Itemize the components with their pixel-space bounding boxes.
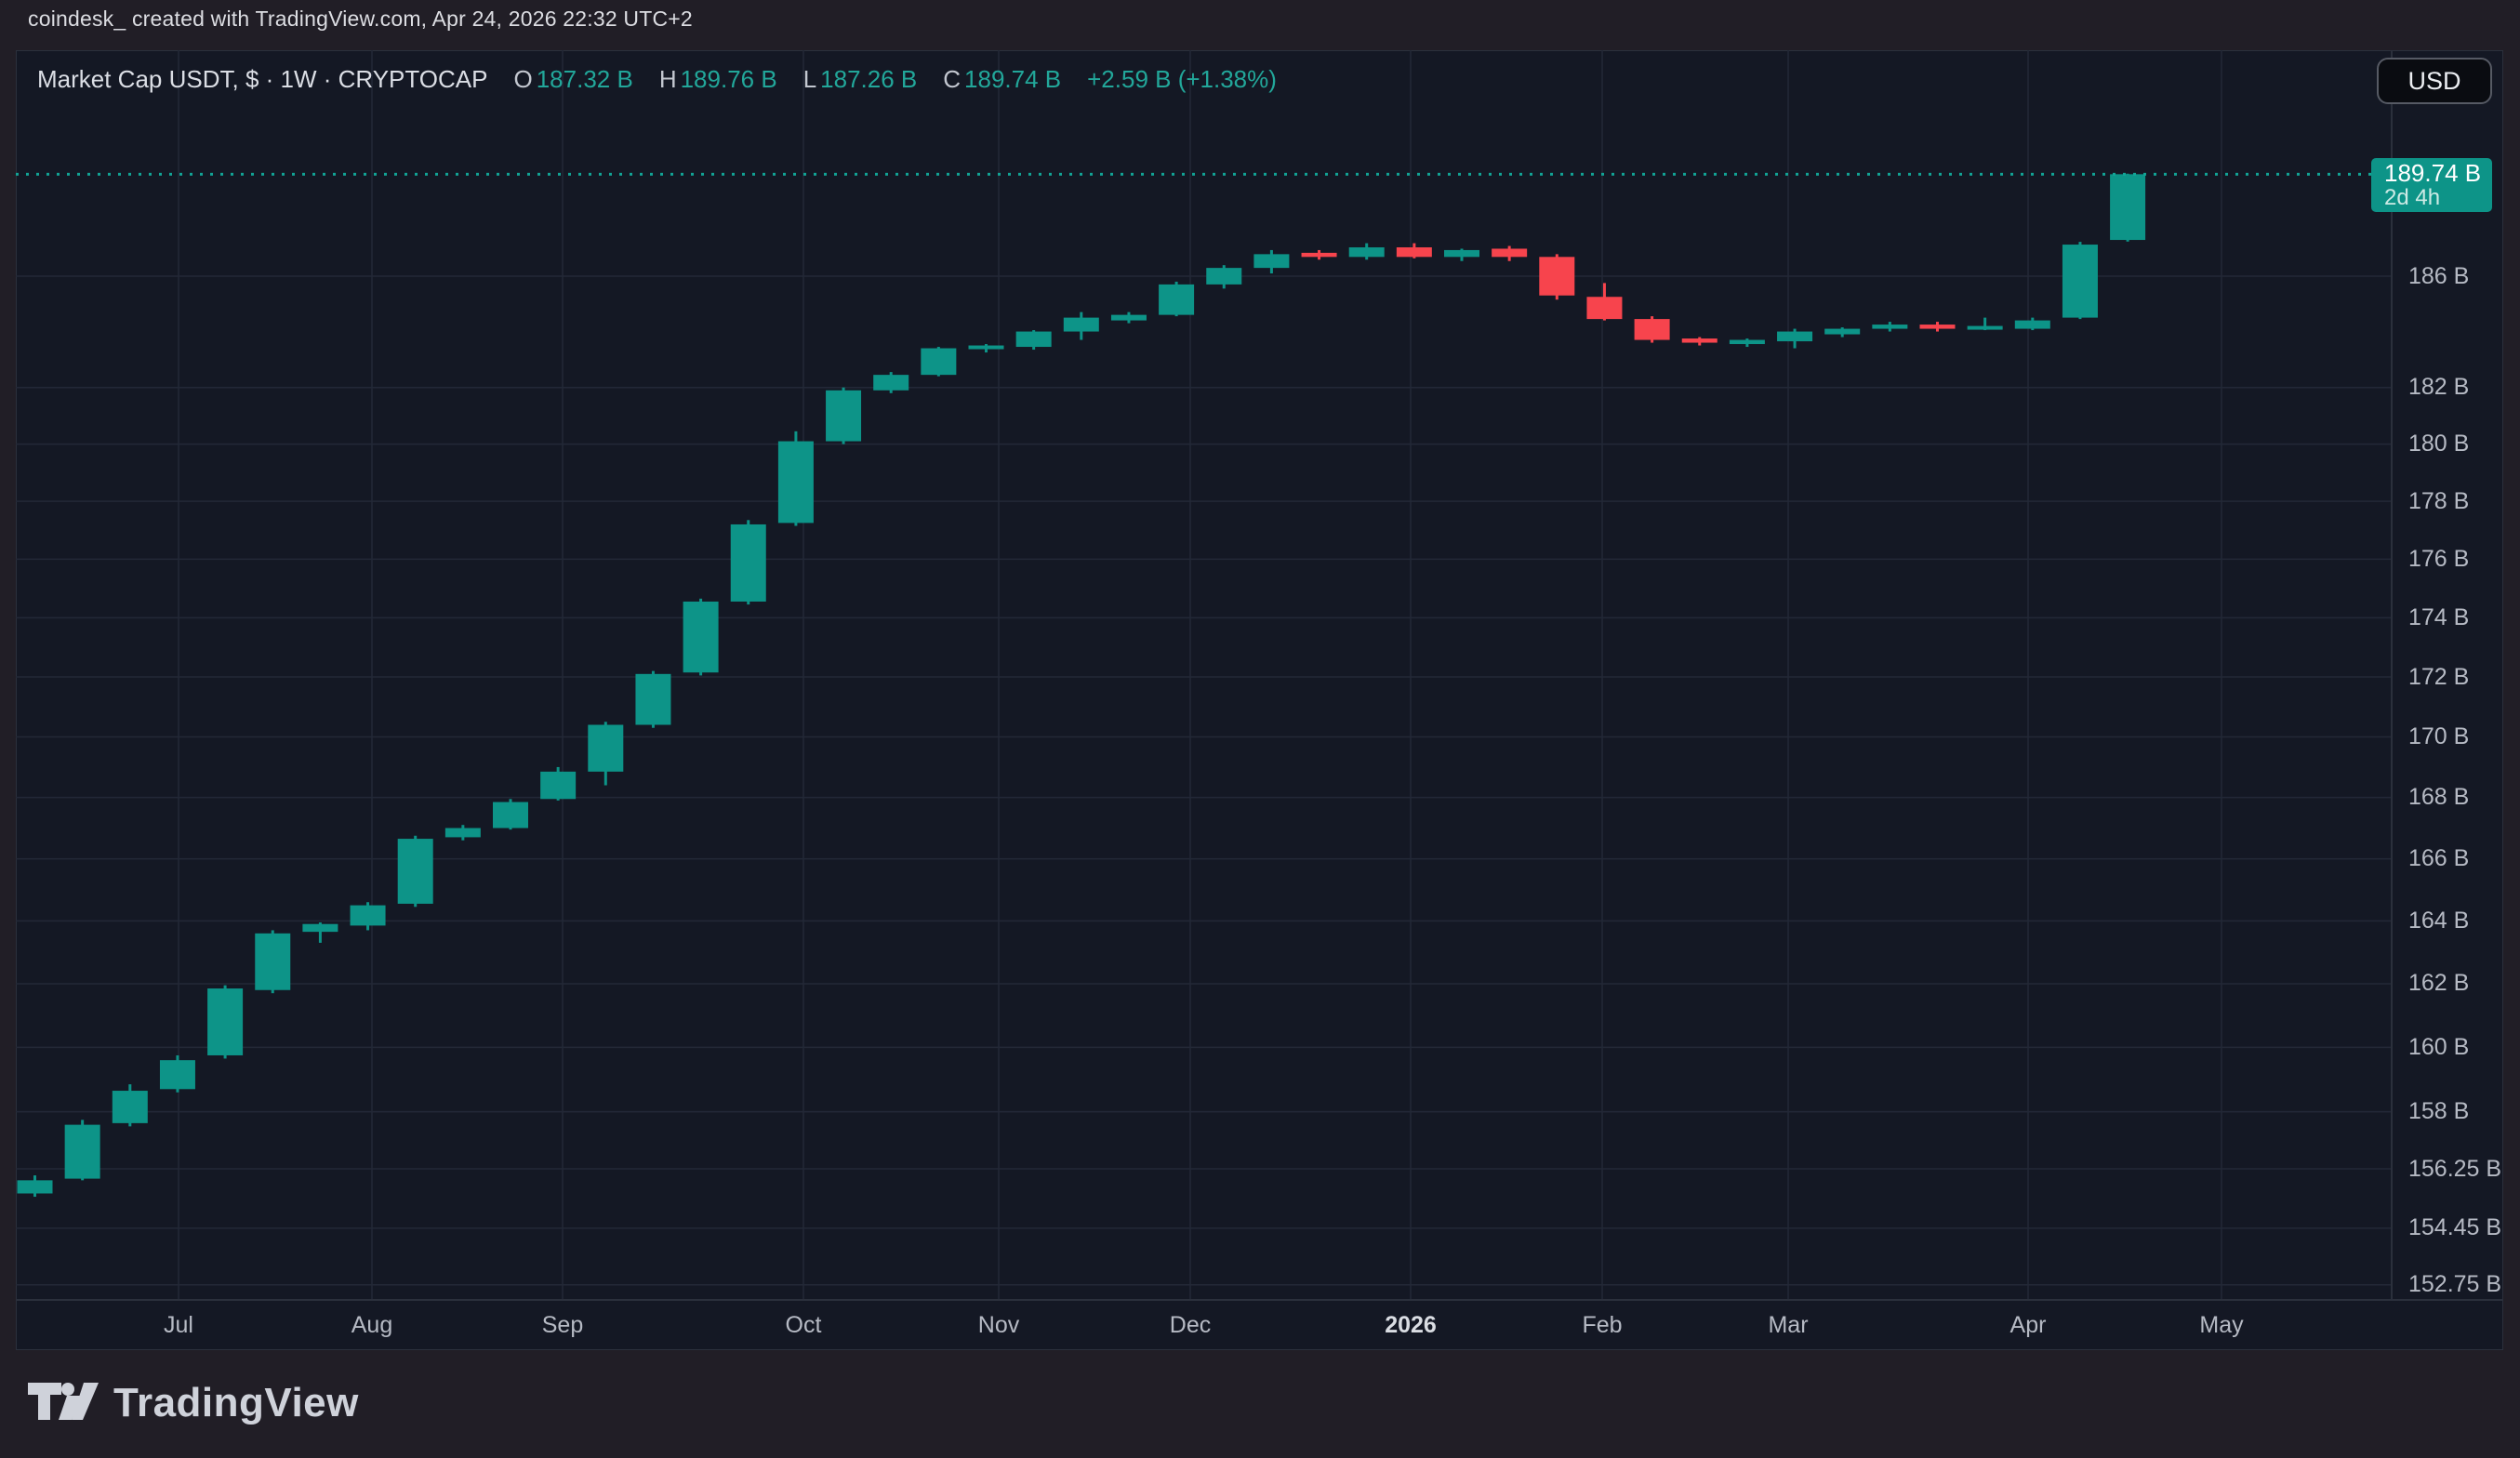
tradingview-logo[interactable]: TradingView [28, 1380, 359, 1426]
candle-body[interactable] [1777, 331, 1813, 342]
y-axis-label: 158 B [2408, 1098, 2470, 1125]
candle-body[interactable] [1729, 339, 1765, 345]
candle-body[interactable] [1586, 297, 1623, 320]
candle-body[interactable] [1444, 249, 1479, 258]
candle-body[interactable] [730, 524, 766, 602]
candle-body[interactable] [1206, 268, 1242, 285]
x-axis-label: 2026 [1385, 1311, 1437, 1338]
tradingview-logo-text: TradingView [113, 1380, 359, 1425]
x-axis-label: Dec [1169, 1311, 1212, 1338]
x-axis-label: Sep [541, 1311, 584, 1338]
last-price-label: 189.74 B 2d 4h [2371, 158, 2492, 213]
candle-body[interactable] [397, 839, 433, 904]
symbol-title: Market Cap USDT, $ · 1W · CRYPTOCAP [37, 65, 488, 93]
candle-wick[interactable] [318, 922, 322, 943]
x-axis-label: Nov [977, 1311, 1020, 1338]
x-axis-label: Mar [1768, 1311, 1809, 1338]
candle-body[interactable] [1919, 325, 1956, 329]
candle-body[interactable] [1824, 328, 1861, 335]
change-value: +2.59 B (+1.38%) [1087, 65, 1277, 93]
candle-body[interactable] [921, 348, 957, 376]
y-axis-label: 182 B [2408, 374, 2470, 401]
symbol-legend: Market Cap USDT, $ · 1W · CRYPTOCAP O 187… [37, 65, 1277, 94]
candle-body[interactable] [1396, 246, 1432, 258]
candle-body[interactable] [635, 673, 671, 725]
x-axis-label: Aug [351, 1311, 393, 1338]
candle-body[interactable] [1159, 284, 1195, 315]
y-axis-label: 170 B [2408, 722, 2470, 749]
candle-body[interactable] [112, 1091, 148, 1123]
candle-body[interactable] [777, 441, 814, 524]
candle-body[interactable] [1110, 314, 1147, 321]
ohlc-low: L 187.26 B [802, 65, 918, 93]
y-axis-label: 180 B [2408, 431, 2470, 457]
candle-body[interactable] [1301, 252, 1337, 258]
candle-body[interactable] [1681, 338, 1718, 343]
y-axis-label: 160 B [2408, 1033, 2470, 1060]
candle-body[interactable] [588, 724, 624, 772]
candle-body[interactable] [159, 1060, 195, 1090]
candle-body[interactable] [255, 933, 291, 990]
y-axis-label: 154.45 B [2408, 1214, 2502, 1241]
candle-body[interactable] [1967, 325, 2003, 330]
candle-body[interactable] [1348, 246, 1385, 258]
candle-body[interactable] [1253, 254, 1290, 269]
y-axis-label: 174 B [2408, 603, 2470, 630]
candle-body[interactable] [1015, 331, 1052, 348]
y-axis-label: 172 B [2408, 663, 2470, 690]
candle-body[interactable] [207, 988, 244, 1055]
last-price-value: 189.74 B [2384, 159, 2482, 188]
candle-body[interactable] [1634, 319, 1670, 340]
candle-body[interactable] [683, 601, 719, 673]
candle-body[interactable] [540, 771, 577, 800]
candle-body[interactable] [17, 1180, 53, 1194]
x-axis-label: Feb [1582, 1311, 1623, 1338]
candle-body[interactable] [302, 923, 338, 933]
candle-body[interactable] [873, 375, 909, 391]
ohlc-close: C 189.74 B [943, 65, 1062, 93]
candle-body[interactable] [444, 828, 481, 838]
currency-toggle-button[interactable]: USD [2377, 58, 2492, 104]
chart-panel [16, 50, 2503, 1350]
candle-body[interactable] [1872, 325, 1908, 329]
ohlc-open: O 187.32 B [513, 65, 633, 93]
x-axis-label: Apr [2009, 1311, 2047, 1338]
y-axis-label: 186 B [2408, 262, 2470, 289]
y-axis-label: 164 B [2408, 907, 2470, 934]
y-axis-label: 156.25 B [2408, 1155, 2502, 1182]
candle-body[interactable] [2014, 320, 2050, 329]
candle-body[interactable] [1492, 248, 1528, 258]
x-axis-label: Oct [785, 1311, 822, 1338]
tradingview-tv-icon [28, 1383, 99, 1420]
y-axis-label: 176 B [2408, 545, 2470, 572]
candle-body[interactable] [2110, 174, 2146, 241]
y-axis-label: 162 B [2408, 970, 2470, 997]
candle-body[interactable] [64, 1124, 100, 1179]
candle-wick[interactable] [1983, 317, 1987, 331]
candle-body[interactable] [968, 345, 1004, 350]
candle-body[interactable] [1539, 257, 1575, 296]
y-axis-label: 178 B [2408, 487, 2470, 514]
y-axis-label: 152.75 B [2408, 1271, 2502, 1298]
ohlc-high: H 189.76 B [658, 65, 777, 93]
x-axis-label: May [2199, 1311, 2244, 1338]
candle-body[interactable] [1063, 317, 1099, 332]
candle-body[interactable] [826, 390, 862, 442]
y-axis-label: 168 B [2408, 784, 2470, 811]
bar-close-countdown: 2d 4h [2384, 185, 2441, 211]
candle-body[interactable] [2062, 245, 2098, 318]
snapshot-watermark: coindesk_ created with TradingView.com, … [28, 7, 693, 31]
y-axis-label: 166 B [2408, 845, 2470, 872]
candle-body[interactable] [350, 905, 386, 926]
candle-body[interactable] [493, 802, 528, 828]
x-axis-label: Jul [164, 1311, 193, 1338]
